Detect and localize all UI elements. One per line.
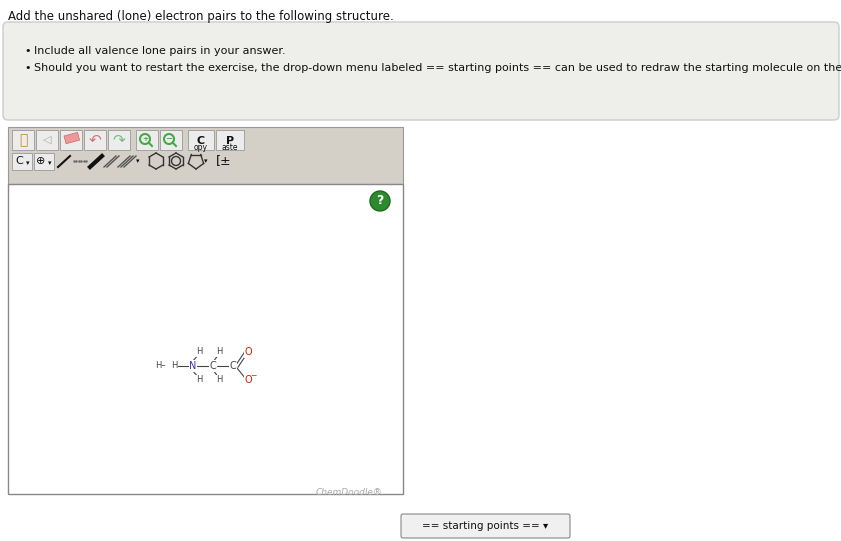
Text: ▾: ▾ <box>136 158 140 164</box>
FancyBboxPatch shape <box>36 130 58 150</box>
Bar <box>8 127 403 184</box>
Text: C: C <box>230 361 236 371</box>
Text: +: + <box>142 136 148 142</box>
Text: −: − <box>250 372 257 380</box>
Text: C: C <box>197 136 205 146</box>
Text: aste: aste <box>222 143 238 152</box>
Text: [±: [± <box>216 155 231 168</box>
FancyBboxPatch shape <box>34 153 54 170</box>
Text: ?: ? <box>376 195 383 208</box>
FancyBboxPatch shape <box>136 130 158 150</box>
FancyBboxPatch shape <box>108 130 130 150</box>
Text: H: H <box>196 375 202 385</box>
Text: Include all valence lone pairs in your answer.: Include all valence lone pairs in your a… <box>34 46 286 56</box>
FancyBboxPatch shape <box>160 130 182 150</box>
Text: •: • <box>24 63 30 73</box>
Text: ↶: ↶ <box>88 133 102 148</box>
Text: O: O <box>244 347 251 357</box>
Text: ▾: ▾ <box>48 160 52 166</box>
FancyBboxPatch shape <box>12 130 34 150</box>
FancyBboxPatch shape <box>84 130 106 150</box>
Text: H: H <box>216 347 222 357</box>
Text: H: H <box>196 347 202 357</box>
Bar <box>8 184 403 494</box>
Text: ▾: ▾ <box>26 160 29 166</box>
FancyBboxPatch shape <box>188 130 214 150</box>
Circle shape <box>370 191 390 211</box>
Text: C: C <box>15 156 23 166</box>
Text: ◁: ◁ <box>43 135 51 145</box>
FancyBboxPatch shape <box>12 153 32 170</box>
Text: opy: opy <box>194 143 208 152</box>
Text: Add the unshared (lone) electron pairs to the following structure.: Add the unshared (lone) electron pairs t… <box>8 10 394 23</box>
Text: −: − <box>166 135 172 143</box>
Text: O: O <box>244 375 251 385</box>
Text: ▾: ▾ <box>204 158 208 164</box>
FancyBboxPatch shape <box>401 514 570 538</box>
Text: == starting points == ▾: == starting points == ▾ <box>422 521 548 531</box>
Text: ChemDoodle®: ChemDoodle® <box>316 488 383 497</box>
Text: Should you want to restart the exercise, the drop-down menu labeled == starting : Should you want to restart the exercise,… <box>34 63 841 73</box>
FancyBboxPatch shape <box>216 130 244 150</box>
Text: H: H <box>171 361 177 371</box>
Text: H: H <box>216 375 222 385</box>
Text: •: • <box>24 46 30 56</box>
Text: ✋: ✋ <box>19 133 27 147</box>
Text: C: C <box>209 361 216 371</box>
FancyBboxPatch shape <box>60 130 82 150</box>
Text: P: P <box>226 136 234 146</box>
Text: H–: H– <box>156 361 166 371</box>
Bar <box>64 133 80 144</box>
Text: ⊕: ⊕ <box>36 156 45 166</box>
Text: N: N <box>189 361 197 371</box>
Text: ↷: ↷ <box>113 133 125 148</box>
FancyBboxPatch shape <box>3 22 839 120</box>
